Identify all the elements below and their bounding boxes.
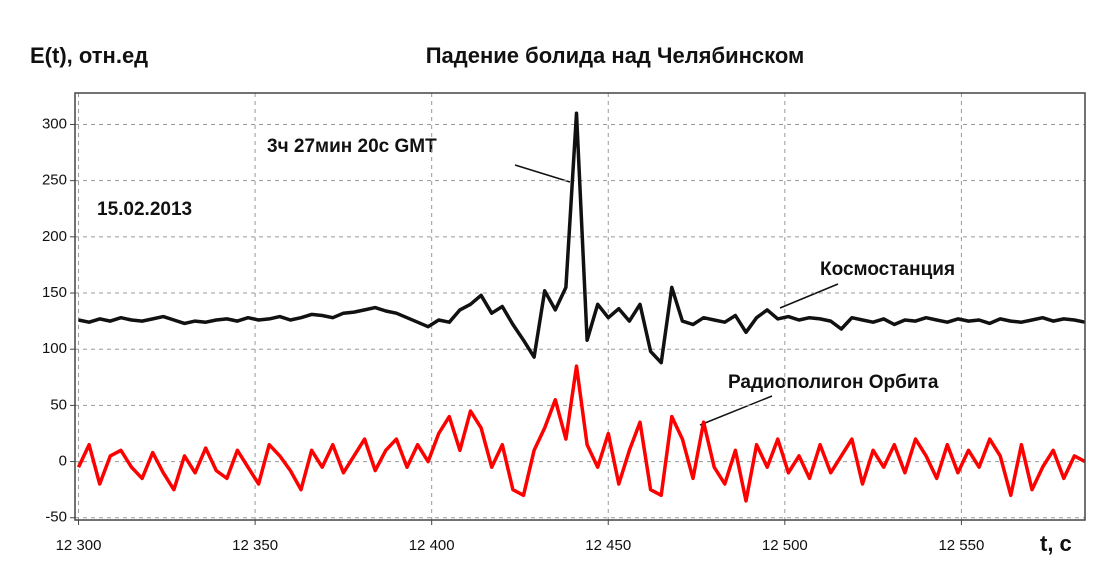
x-tick-label: 12 450 xyxy=(585,537,631,554)
annotation: 3ч 27мин 20с GMT xyxy=(267,136,437,157)
y-tick-label: 50 xyxy=(50,396,67,413)
x-tick-label: 12 550 xyxy=(938,537,984,554)
y-tick-label: 0 xyxy=(59,453,67,470)
series-line xyxy=(78,111,1086,365)
x-tick-label: 12 300 xyxy=(56,537,102,554)
y-tick-label: 300 xyxy=(42,115,67,132)
y-axis-label: E(t), отн.ед xyxy=(30,43,148,68)
series-label: Космостанция xyxy=(820,259,955,280)
x-tick-label: 12 400 xyxy=(409,537,455,554)
y-tick-label: 100 xyxy=(42,340,67,357)
y-tick-label: 150 xyxy=(42,284,67,301)
plot xyxy=(76,111,1086,503)
leader-line xyxy=(779,283,839,309)
x-tick-label: 12 500 xyxy=(762,537,808,554)
y-tick-label: 200 xyxy=(42,228,67,245)
series-line xyxy=(76,364,1086,503)
plot-frame xyxy=(74,92,1086,521)
leader-line xyxy=(514,164,571,183)
chart-title: Падение болида над Челябинском xyxy=(426,43,805,68)
annotation: 15.02.2013 xyxy=(97,199,192,220)
x-tick-label: 12 350 xyxy=(232,537,278,554)
x-axis-label: t, с xyxy=(1040,531,1072,556)
y-tick-label: 250 xyxy=(42,172,67,189)
leader-line xyxy=(699,395,773,426)
series-label: Радиополигон Орбита xyxy=(728,372,939,393)
y-tick-label: -50 xyxy=(45,509,67,526)
